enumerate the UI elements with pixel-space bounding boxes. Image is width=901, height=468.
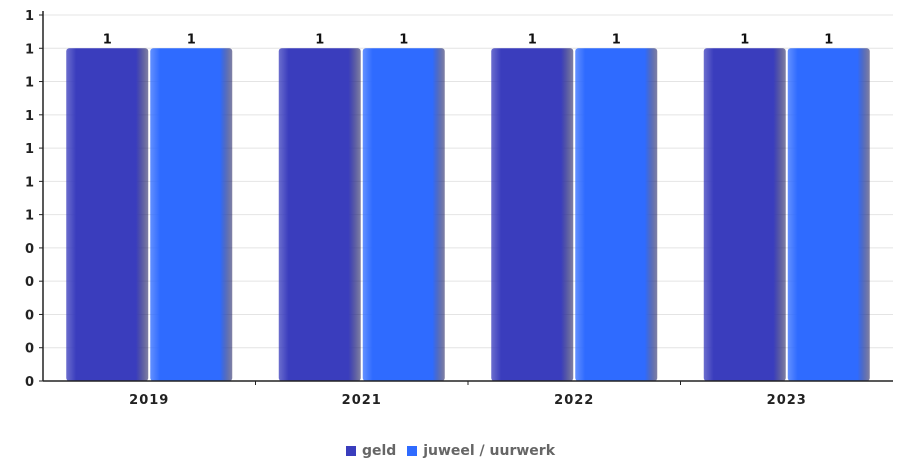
y-tick-label: 1 xyxy=(25,175,34,190)
x-tick-label: 2021 xyxy=(342,393,382,408)
data-label: 1 xyxy=(824,32,833,47)
data-label: 1 xyxy=(103,32,112,47)
legend-item-juweel-uurwerk: juweel / uurwerk xyxy=(407,443,555,459)
y-tick-label: 0 xyxy=(25,308,34,323)
y-tick-label: 0 xyxy=(25,342,34,357)
bar-juweel-uurwerk-2022 xyxy=(575,48,658,381)
data-label: 1 xyxy=(187,32,196,47)
legend-label-juweel-uurwerk: juweel / uurwerk xyxy=(423,443,556,459)
y-tick-label: 1 xyxy=(25,109,34,124)
data-label: 1 xyxy=(740,32,749,47)
bar-geld-2019 xyxy=(66,48,149,381)
bar-geld-2022 xyxy=(491,48,574,381)
y-tick-label: 1 xyxy=(25,9,34,24)
bar-juweel-uurwerk-2019 xyxy=(150,48,233,381)
legend: geld juweel / uurwerk xyxy=(0,443,901,460)
x-tick-label: 2022 xyxy=(554,393,594,408)
bar-geld-2021 xyxy=(278,48,361,381)
bars xyxy=(66,48,870,381)
bar-juweel-uurwerk-2023 xyxy=(787,48,870,381)
y-tick-label: 1 xyxy=(25,76,34,91)
y-tick-label: 1 xyxy=(25,42,34,57)
data-label: 1 xyxy=(399,32,408,47)
y-tick-label: 0 xyxy=(25,375,34,390)
bar-chart: 0 0 0 0 0 1 1 1 1 1 1 1 1 1 1 1 1 1 1 1 2019 2021 2022 2023 xyxy=(25,9,893,408)
bar-geld-2023 xyxy=(703,48,786,381)
y-tick-label: 0 xyxy=(25,242,34,257)
x-tick-label: 2023 xyxy=(767,393,807,408)
legend-swatch-juweel-uurwerk xyxy=(407,446,418,456)
x-tick-label: 2019 xyxy=(129,393,169,408)
data-label: 1 xyxy=(315,32,324,47)
x-axis-ticks: 2019 2021 2022 2023 xyxy=(129,381,807,408)
legend-swatch-geld xyxy=(345,446,356,456)
data-label: 1 xyxy=(528,32,537,47)
legend-item-geld: geld xyxy=(345,443,397,459)
y-tick-label: 0 xyxy=(25,275,34,290)
data-label: 1 xyxy=(612,32,621,47)
bar-juweel-uurwerk-2021 xyxy=(362,48,445,381)
legend-label-geld: geld xyxy=(361,443,397,459)
y-tick-label: 1 xyxy=(25,209,34,224)
data-labels: 1 1 1 1 1 1 1 1 xyxy=(103,32,834,47)
y-axis-ticks: 0 0 0 0 0 1 1 1 1 1 1 1 xyxy=(25,9,43,390)
y-tick-label: 1 xyxy=(25,142,34,157)
